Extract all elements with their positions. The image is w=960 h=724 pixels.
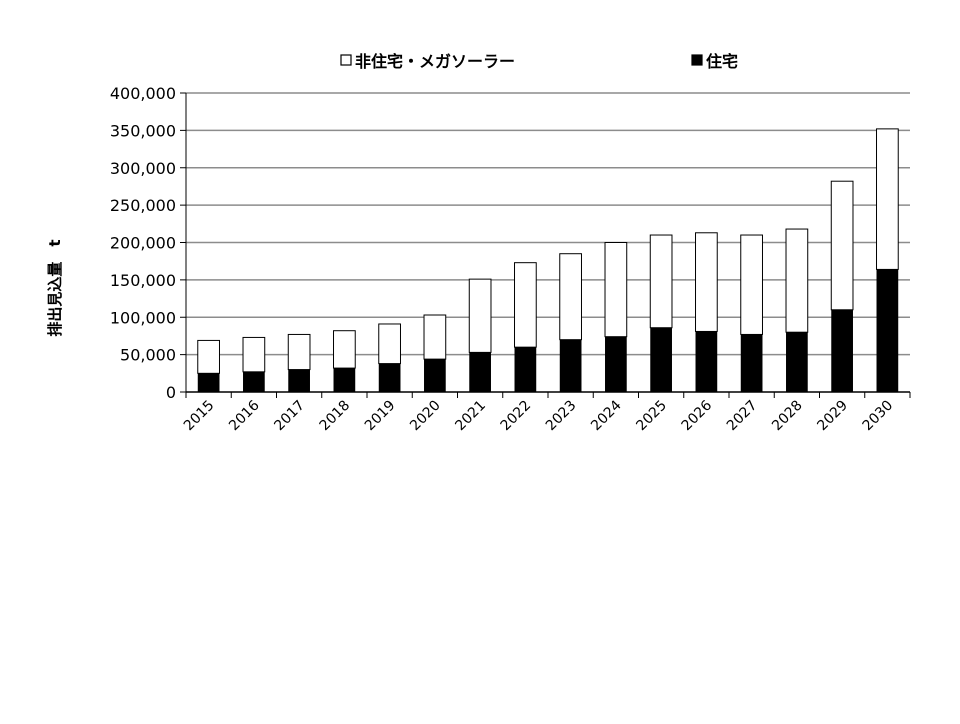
bar-residential-2025 [650, 327, 672, 392]
y-tick-label: 300,000 [110, 159, 176, 178]
legend-swatch-non-residential [340, 54, 352, 66]
y-tick-label: 50,000 [120, 346, 176, 365]
bar-residential-2020 [424, 359, 446, 392]
bar-residential-2018 [333, 368, 356, 392]
bar-residential-2022 [514, 347, 537, 392]
x-tick-label-2027: 2027 [724, 398, 761, 435]
x-tick-label-2016: 2016 [226, 397, 263, 434]
bar-non-residential-2023 [559, 253, 582, 341]
bar-residential-2023 [559, 339, 582, 392]
x-tick-label-2022: 2022 [498, 398, 535, 435]
x-tick-label-2021: 2021 [452, 398, 489, 435]
x-tick-label-2026: 2026 [679, 397, 716, 434]
bar-non-residential-2025 [649, 234, 673, 329]
bars [197, 128, 899, 392]
x-tick-label-2015: 2015 [181, 398, 218, 435]
x-tick-label-2023: 2023 [543, 398, 580, 435]
bar-non-residential-2016 [242, 336, 266, 373]
x-tick-label-2030: 2030 [860, 398, 897, 435]
bar-non-residential-2026 [695, 232, 718, 332]
y-tick-label: 350,000 [110, 121, 176, 140]
bar-non-residential-2027 [740, 234, 763, 335]
y-tick-label: 200,000 [110, 234, 176, 253]
legend: 非住宅・メガソーラー 住宅 [340, 52, 738, 71]
bar-non-residential-2024 [604, 242, 628, 338]
x-tick-label-2018: 2018 [317, 398, 354, 435]
bar-non-residential-2021 [468, 278, 492, 353]
bar-residential-2016 [243, 371, 265, 392]
bar-non-residential-2028 [785, 228, 809, 333]
y-axis-label: 排出見込量 t [46, 239, 64, 336]
legend-label-residential: 住宅 [706, 52, 738, 71]
legend-label-non-residential: 非住宅・メガソーラー [355, 52, 515, 71]
y-tick-label: 250,000 [110, 196, 176, 215]
bar-residential-2027 [740, 334, 763, 392]
x-tick-label-2024: 2024 [588, 397, 625, 434]
y-tick-label: 0 [166, 383, 176, 402]
bar-residential-2029 [831, 309, 853, 392]
bar-non-residential-2017 [287, 333, 311, 371]
bar-non-residential-2020 [423, 314, 447, 360]
x-tick-label-2017: 2017 [271, 398, 308, 435]
x-tick-label-2025: 2025 [633, 398, 670, 435]
bar-non-residential-2029 [830, 180, 854, 311]
bar-residential-2021 [469, 352, 491, 392]
bar-non-residential-2015 [197, 339, 220, 374]
bar-residential-2026 [695, 331, 718, 392]
x-tick-label-2028: 2028 [769, 398, 806, 435]
bar-residential-2028 [786, 332, 808, 392]
bar-residential-2019 [378, 363, 401, 392]
y-tick-label: 100,000 [110, 308, 176, 327]
bar-non-residential-2022 [514, 262, 537, 348]
bar-residential-2030 [876, 269, 899, 392]
gridlines [186, 92, 910, 356]
x-tick-label-2019: 2019 [362, 398, 399, 435]
y-tick-label: 150,000 [110, 271, 176, 290]
x-tick-label-2020: 2020 [407, 398, 444, 435]
bar-residential-2015 [197, 373, 220, 392]
bar-non-residential-2019 [378, 323, 401, 365]
bar-non-residential-2030 [876, 128, 899, 270]
y-tick-label: 400,000 [110, 84, 176, 103]
bar-residential-2024 [605, 336, 627, 392]
x-tick-label-2029: 2029 [814, 398, 851, 435]
bar-residential-2017 [288, 369, 310, 392]
legend-swatch-residential [691, 54, 703, 66]
bar-non-residential-2018 [333, 330, 356, 369]
